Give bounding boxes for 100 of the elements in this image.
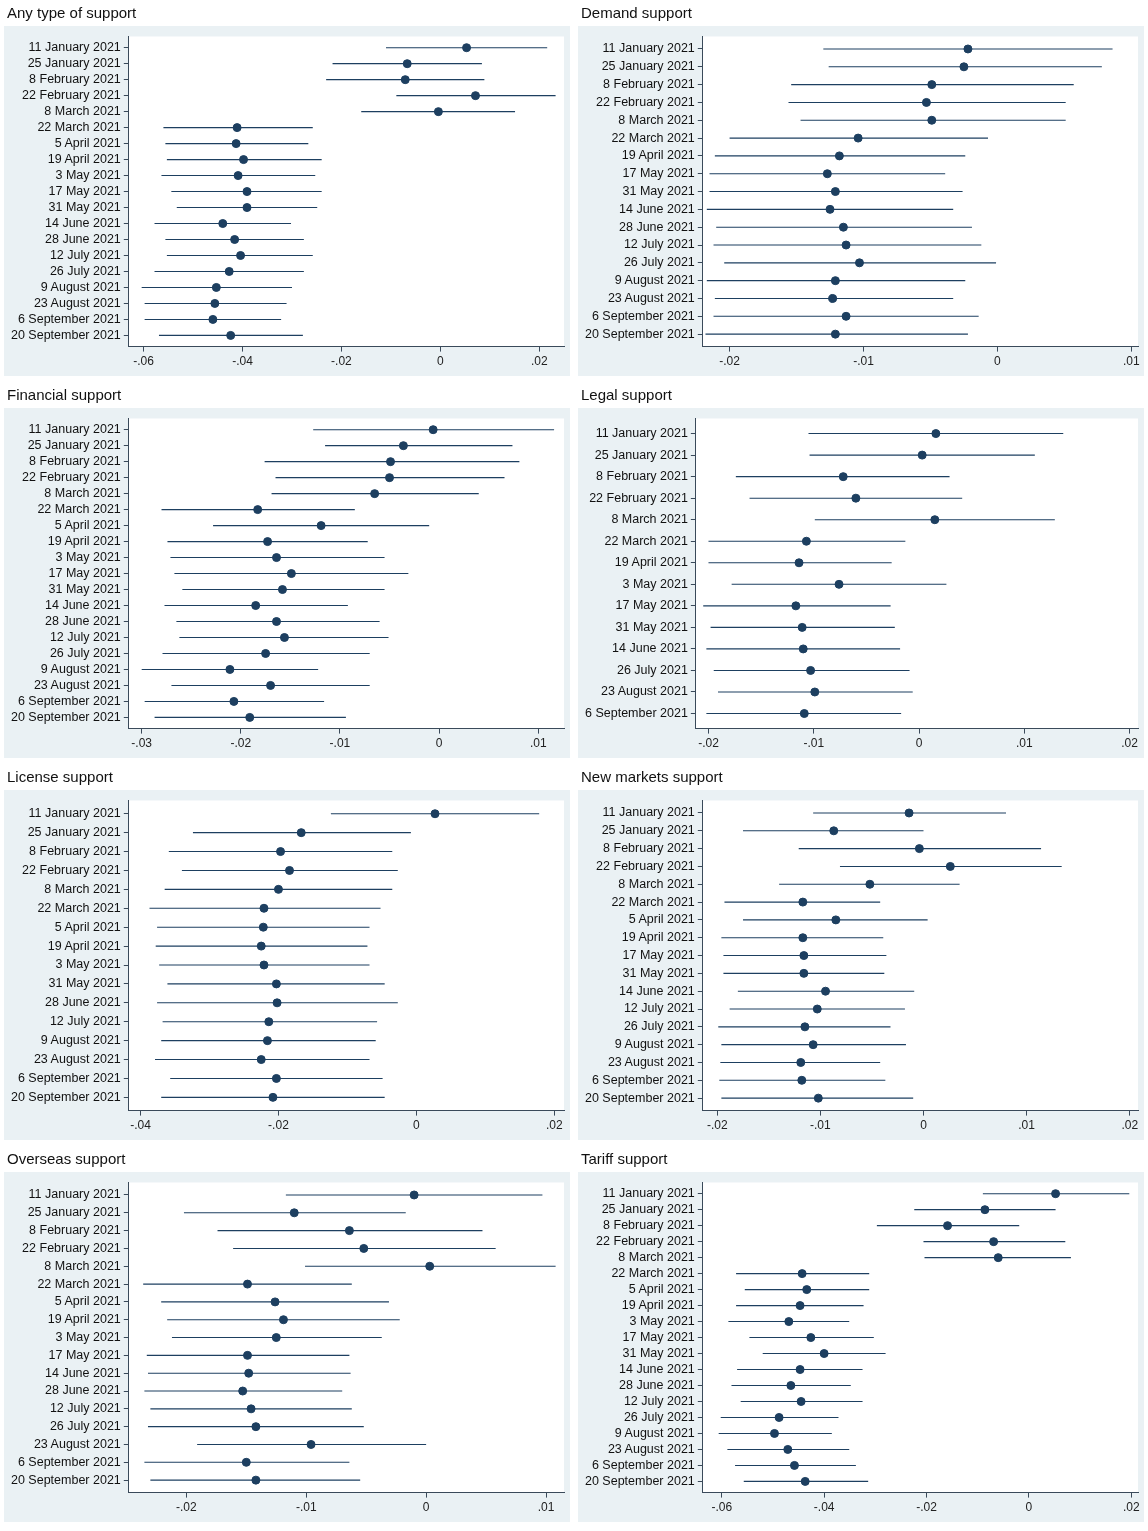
point — [963, 44, 973, 54]
y-tick-label: 3 May 2021 — [55, 550, 121, 565]
y-tick-label: 14 June 2021 — [619, 1361, 695, 1376]
y-tick-label: 25 January 2021 — [601, 1202, 695, 1217]
y-tick-label: 9 August 2021 — [40, 1033, 121, 1048]
y-tick-label: 8 March 2021 — [618, 112, 695, 127]
point — [812, 1004, 822, 1014]
x-tick-label: -.02 — [176, 1500, 198, 1515]
y-tick-label: 9 August 2021 — [614, 1425, 695, 1440]
y-tick-label: 31 May 2021 — [48, 976, 121, 991]
chart-title: License support — [6, 767, 114, 787]
point — [830, 187, 840, 197]
x-tick-label: -.04 — [130, 1118, 152, 1133]
chart-title: Demand support — [580, 3, 693, 23]
point — [800, 1476, 810, 1486]
x-tick-label: .02 — [1121, 1118, 1139, 1133]
y-tick-label: 8 March 2021 — [611, 512, 688, 527]
y-tick-label: 3 May 2021 — [55, 168, 121, 183]
point — [789, 1460, 799, 1470]
point — [400, 75, 410, 85]
y-tick-label: 28 June 2021 — [45, 1383, 121, 1398]
y-tick-label: 22 February 2021 — [22, 88, 121, 103]
point — [306, 1439, 316, 1449]
point — [798, 897, 808, 907]
point — [799, 951, 809, 961]
x-tick-label: .02 — [1123, 1500, 1141, 1515]
x-tick-label: 0 — [413, 1118, 421, 1133]
point — [1051, 1189, 1061, 1199]
point — [230, 235, 240, 244]
y-tick-label: 5 April 2021 — [54, 1294, 121, 1309]
point — [791, 601, 801, 611]
y-tick-label: 17 May 2021 — [48, 184, 121, 198]
y-tick-label: 9 August 2021 — [614, 273, 695, 288]
x-tick-label: -.06 — [133, 354, 155, 369]
point — [245, 712, 255, 722]
x-tick-label: -.02 — [719, 354, 741, 369]
x-tick-label: -.02 — [268, 1118, 290, 1133]
y-tick-label: 6 September 2021 — [17, 311, 121, 326]
y-tick-label: 28 June 2021 — [45, 613, 121, 628]
x-tick-label: -.02 — [706, 1118, 728, 1133]
point — [786, 1381, 796, 1390]
y-tick-label: 5 April 2021 — [54, 136, 121, 151]
x-tick-label: -.01 — [810, 1118, 832, 1133]
chart-title: Legal support — [580, 385, 673, 405]
point — [430, 809, 440, 819]
y-tick-label: 19 April 2021 — [621, 1298, 695, 1313]
y-tick-label: 5 April 2021 — [54, 518, 121, 533]
x-tick-label: 0 — [1025, 1500, 1033, 1515]
y-tick-label: 6 September 2021 — [591, 1072, 695, 1087]
y-tick-label: 11 January 2021 — [28, 1187, 121, 1202]
point — [774, 1412, 784, 1422]
y-tick-label: 6 September 2021 — [17, 693, 121, 708]
point — [914, 844, 924, 854]
point — [798, 644, 808, 654]
point — [218, 219, 228, 229]
point — [921, 97, 931, 107]
chart-title: Financial support — [6, 385, 123, 405]
x-tick-label: -.02 — [230, 736, 252, 751]
point — [797, 622, 807, 632]
point — [989, 1237, 999, 1247]
x-tick-label: -.01 — [329, 736, 351, 751]
point — [210, 298, 220, 308]
x-tick-label: -.01 — [853, 354, 875, 369]
point — [259, 903, 269, 913]
point — [904, 808, 914, 818]
y-tick-label: 8 February 2021 — [29, 454, 121, 469]
y-tick-label: 19 April 2021 — [614, 555, 688, 570]
y-tick-label: 19 April 2021 — [47, 1312, 121, 1327]
y-tick-label: 8 March 2021 — [618, 876, 695, 891]
point — [271, 1073, 281, 1083]
y-tick-label: 8 February 2021 — [603, 77, 695, 92]
point — [402, 59, 412, 69]
point — [344, 1226, 354, 1236]
point — [797, 1269, 807, 1279]
point — [271, 1333, 281, 1343]
x-tick-label: .01 — [1122, 354, 1140, 369]
x-tick-label: .02 — [530, 354, 548, 369]
point — [851, 493, 861, 503]
y-tick-label: 22 March 2021 — [611, 1266, 695, 1281]
x-tick-label: -.02 — [916, 1500, 938, 1515]
x-tick-label: -.01 — [803, 736, 825, 751]
point — [822, 169, 832, 179]
y-tick-label: 19 April 2021 — [621, 148, 695, 163]
point — [854, 258, 864, 268]
point — [253, 505, 263, 515]
point — [211, 282, 221, 292]
point — [865, 879, 875, 889]
y-tick-label: 12 July 2021 — [49, 247, 121, 262]
point — [285, 865, 294, 875]
x-tick-label: -.04 — [813, 1500, 835, 1515]
point — [241, 1457, 251, 1467]
y-tick-label: 22 February 2021 — [596, 1234, 695, 1249]
point — [262, 1036, 272, 1046]
y-tick-label: 5 April 2021 — [628, 912, 695, 927]
chart-title: Overseas support — [6, 1149, 127, 1169]
point — [830, 329, 840, 339]
point — [279, 632, 289, 642]
point — [819, 1349, 829, 1359]
point — [783, 1444, 793, 1454]
x-tick-label: 0 — [920, 1118, 928, 1133]
